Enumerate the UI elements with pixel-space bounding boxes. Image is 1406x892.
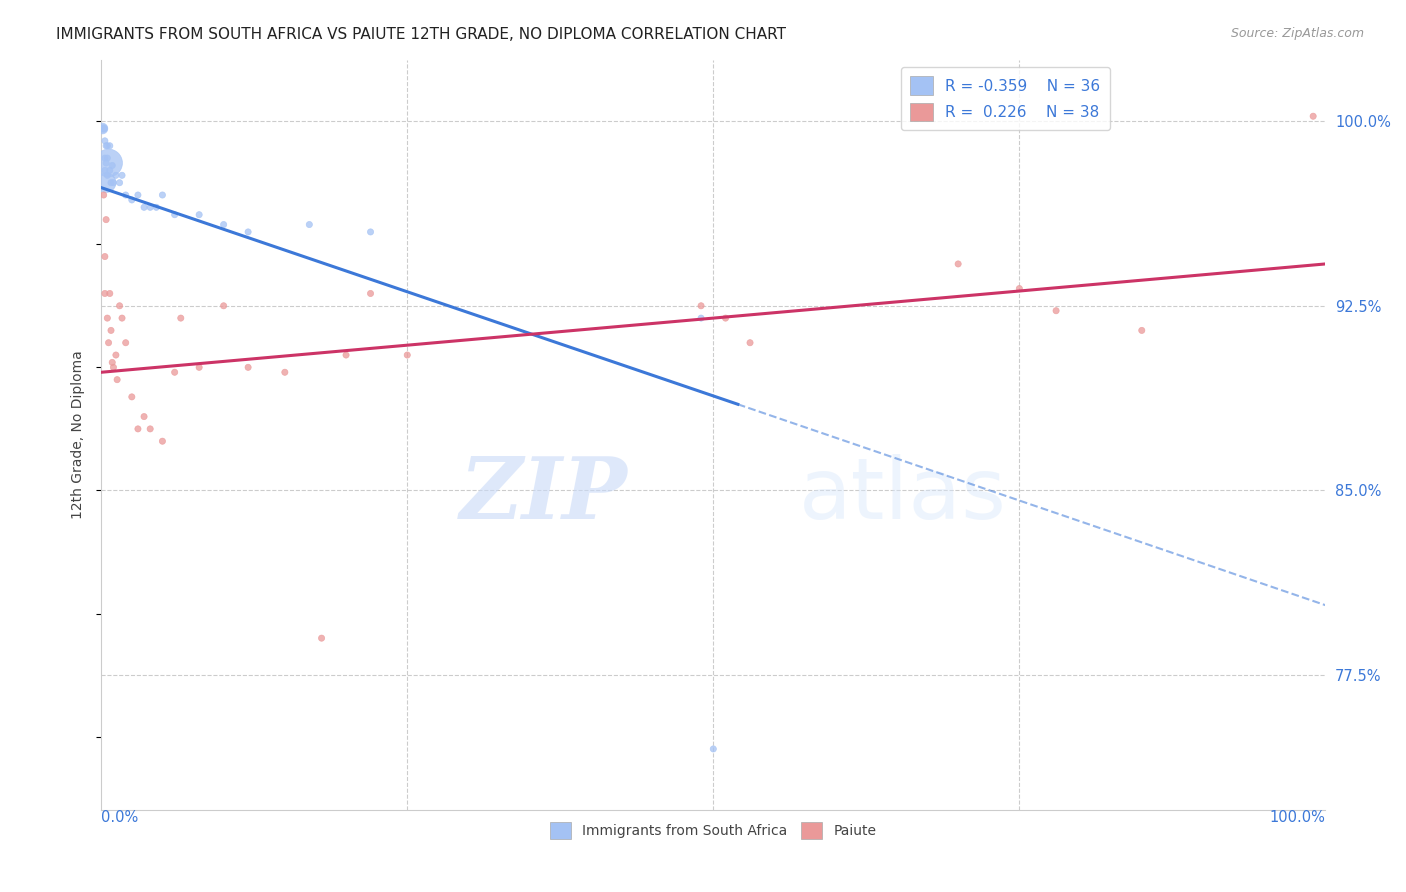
- Point: [360, 286, 382, 301]
- Point: [108, 299, 131, 313]
- Point: [139, 200, 162, 214]
- Point: [103, 360, 125, 375]
- Point: [96, 151, 118, 165]
- Text: atlas: atlas: [799, 454, 1007, 537]
- Point: [152, 434, 174, 449]
- Point: [108, 176, 131, 190]
- Point: [127, 188, 149, 202]
- Point: [101, 158, 124, 172]
- Point: [93, 188, 115, 202]
- Legend: Immigrants from South Africa, Paiute: Immigrants from South Africa, Paiute: [544, 817, 882, 845]
- Point: [1045, 303, 1067, 318]
- Point: [97, 335, 120, 350]
- Y-axis label: 12th Grade, No Diploma: 12th Grade, No Diploma: [72, 351, 86, 519]
- Point: [1130, 323, 1153, 337]
- Point: [104, 348, 127, 362]
- Point: [274, 365, 297, 379]
- Point: [94, 138, 117, 153]
- Point: [94, 176, 117, 190]
- Point: [100, 176, 122, 190]
- Point: [311, 631, 333, 645]
- Point: [121, 390, 143, 404]
- Point: [236, 225, 259, 239]
- Point: [97, 156, 120, 170]
- Point: [96, 138, 118, 153]
- Point: [396, 348, 419, 362]
- Text: Source: ZipAtlas.com: Source: ZipAtlas.com: [1230, 27, 1364, 40]
- Point: [103, 176, 125, 190]
- Point: [714, 311, 737, 326]
- Point: [946, 257, 969, 271]
- Point: [101, 355, 124, 369]
- Point: [94, 286, 117, 301]
- Point: [114, 335, 136, 350]
- Point: [94, 156, 117, 170]
- Point: [152, 188, 174, 202]
- Point: [1302, 109, 1324, 123]
- Point: [96, 311, 118, 326]
- Point: [111, 169, 134, 183]
- Point: [96, 169, 118, 183]
- Point: [170, 311, 193, 326]
- Point: [139, 422, 162, 436]
- Point: [94, 212, 117, 227]
- Text: ZIP: ZIP: [460, 453, 627, 537]
- Point: [98, 163, 121, 178]
- Point: [236, 360, 259, 375]
- Point: [121, 193, 143, 207]
- Point: [111, 311, 134, 326]
- Point: [132, 409, 155, 424]
- Point: [163, 365, 186, 379]
- Point: [212, 218, 235, 232]
- Point: [94, 134, 117, 148]
- Point: [335, 348, 357, 362]
- Point: [738, 335, 761, 350]
- Point: [93, 121, 115, 136]
- Point: [104, 169, 127, 183]
- Point: [360, 225, 382, 239]
- Point: [145, 200, 167, 214]
- Point: [690, 311, 713, 326]
- Point: [98, 286, 121, 301]
- Point: [690, 299, 713, 313]
- Point: [94, 151, 117, 165]
- Point: [100, 323, 122, 337]
- Point: [91, 121, 114, 136]
- Point: [98, 138, 121, 153]
- Point: [163, 208, 186, 222]
- Point: [132, 200, 155, 214]
- Point: [212, 299, 235, 313]
- Text: 0.0%: 0.0%: [101, 811, 138, 825]
- Point: [127, 422, 149, 436]
- Point: [188, 208, 211, 222]
- Point: [298, 218, 321, 232]
- Point: [188, 360, 211, 375]
- Text: IMMIGRANTS FROM SOUTH AFRICA VS PAIUTE 12TH GRADE, NO DIPLOMA CORRELATION CHART: IMMIGRANTS FROM SOUTH AFRICA VS PAIUTE 1…: [56, 27, 786, 42]
- Point: [702, 742, 724, 756]
- Point: [94, 163, 117, 178]
- Point: [94, 250, 117, 264]
- Point: [1008, 281, 1031, 295]
- Point: [105, 373, 128, 387]
- Point: [114, 188, 136, 202]
- Text: 100.0%: 100.0%: [1270, 811, 1326, 825]
- Point: [93, 121, 115, 136]
